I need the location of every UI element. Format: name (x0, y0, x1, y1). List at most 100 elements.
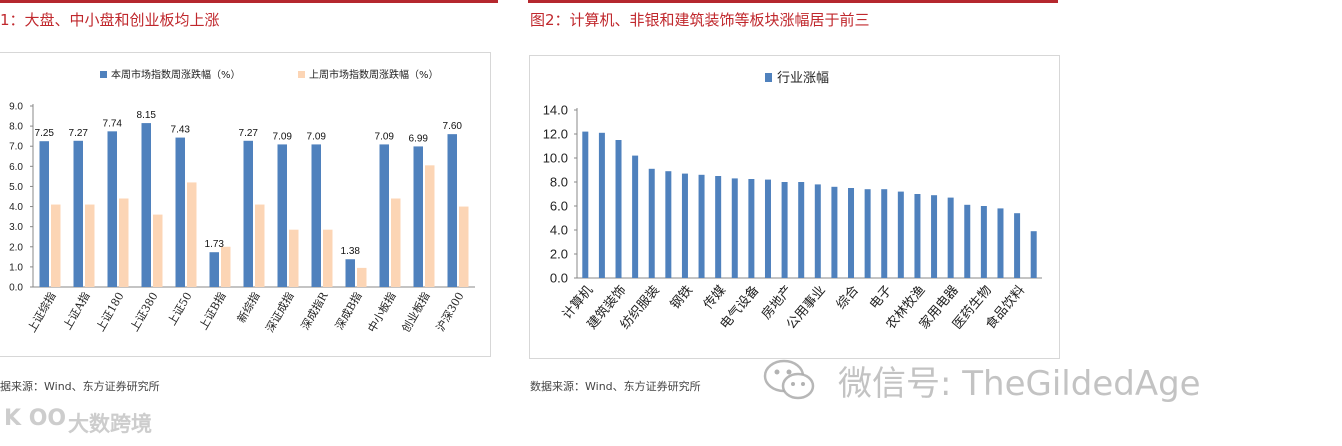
data-label: 7.27 (69, 128, 89, 139)
industry-bar (798, 182, 805, 278)
x-category-label: 电子 (867, 283, 895, 313)
y-tick-label: 6.0 (550, 199, 568, 214)
y-tick-label: 4.0 (550, 223, 568, 238)
legend-swatch-this-week (100, 71, 107, 78)
data-label: 7.25 (35, 128, 55, 139)
title-rule-left (0, 0, 498, 3)
brand-watermark: K OO 大数跨境 (4, 404, 204, 444)
bar-this-week (277, 144, 287, 287)
bar-this-week (39, 141, 49, 287)
bar-last-week (289, 229, 299, 287)
industry-bar (814, 184, 821, 278)
industry-bar (731, 178, 738, 278)
industry-bar (897, 191, 904, 278)
bar-this-week (413, 146, 423, 287)
y-tick-label: 9.0 (9, 102, 23, 113)
source-note-left: 据来源：Wind、东方证券研究所 (0, 380, 160, 393)
y-tick-label: 8.0 (9, 122, 23, 133)
source-note-right: 数据来源：Wind、东方证券研究所 (530, 380, 701, 393)
bar-this-week (209, 252, 219, 287)
legend-label-industry: 行业涨幅 (777, 71, 829, 86)
y-tick-label: 8.0 (550, 175, 568, 190)
industry-bar (615, 140, 622, 278)
industry-bar (1014, 213, 1021, 278)
industry-bar (764, 179, 771, 278)
bar-this-week (175, 137, 185, 287)
bar-last-week (119, 198, 129, 287)
industry-bar (980, 206, 987, 278)
y-tick-label: 6.0 (9, 162, 23, 173)
bar-this-week (107, 131, 117, 287)
bar-last-week (425, 165, 435, 287)
bar-this-week (379, 144, 389, 287)
data-label: 6.99 (409, 133, 429, 144)
data-label: 1.38 (341, 246, 361, 257)
x-category-label: 钢铁 (668, 283, 696, 313)
industry-bar (698, 174, 705, 278)
legend-swatch-industry (765, 73, 772, 82)
industry-bar (964, 204, 971, 278)
industry-bar (831, 186, 838, 278)
bar-this-week (243, 140, 253, 287)
legend-label-this-week: 本周市场指数周涨跌幅（%） (111, 68, 241, 81)
bar-last-week (187, 182, 197, 287)
data-label: 7.09 (307, 131, 327, 142)
title-rule-right (528, 0, 1058, 3)
y-tick-label: 0.0 (9, 283, 23, 294)
y-tick-label: 14.0 (543, 103, 568, 118)
brand-logo: K OO (4, 406, 67, 431)
bar-this-week (141, 123, 151, 287)
bar-last-week (51, 204, 61, 287)
industry-bar (648, 168, 655, 278)
industry-bar (665, 171, 672, 278)
industry-bar (997, 208, 1004, 278)
industry-bar (715, 176, 722, 278)
data-label: 7.09 (375, 131, 395, 142)
industry-bar (848, 188, 855, 278)
industry-bar (748, 179, 755, 278)
legend-label-last-week: 上周市场指数周涨跌幅（%） (309, 68, 439, 81)
data-label: 7.09 (273, 131, 293, 142)
data-label: 8.15 (137, 110, 157, 121)
bar-this-week (73, 140, 83, 287)
industry-bar (681, 173, 688, 278)
wechat-icon (763, 359, 815, 400)
industry-bar (781, 182, 788, 278)
data-label: 7.27 (239, 128, 259, 139)
y-tick-label: 4.0 (9, 202, 23, 213)
industry-bar (881, 189, 888, 278)
y-tick-label: 12.0 (543, 127, 568, 142)
y-tick-label: 7.0 (9, 142, 23, 153)
chart-title-right: 图2：计算机、非银和建筑装饰等板块涨幅居于前三 (530, 11, 870, 29)
chart-title-left: 1：大盘、中小盘和创业板均上涨 (0, 11, 220, 29)
y-tick-label: 2.0 (9, 242, 23, 253)
bar-last-week (221, 246, 231, 287)
y-tick-label: 2.0 (550, 247, 568, 262)
bar-last-week (255, 204, 265, 287)
bar-this-week (311, 144, 321, 287)
y-tick-label: 10.0 (543, 151, 568, 166)
bar-last-week (153, 214, 163, 287)
data-label: 7.60 (443, 121, 463, 132)
industry-bar (632, 155, 639, 278)
legend-swatch-last-week (298, 71, 305, 78)
x-category-label: 综合 (834, 283, 862, 313)
bar-last-week (85, 204, 95, 287)
bar-last-week (357, 267, 367, 287)
data-label: 7.74 (103, 118, 123, 129)
industry-bar (864, 189, 871, 278)
industry-bar (931, 195, 938, 278)
bar-last-week (459, 206, 469, 287)
bar-last-week (391, 198, 401, 287)
data-label: 7.43 (171, 125, 191, 136)
chart-left: 0.01.02.03.04.05.06.07.08.09.07.25上证综指7.… (9, 68, 475, 335)
wechat-watermark: 微信号: TheGildedAge (762, 352, 1322, 408)
y-tick-label: 5.0 (9, 182, 23, 193)
bar-this-week (345, 259, 355, 287)
bar-last-week (323, 229, 333, 287)
x-category-label: 传媒 (701, 283, 729, 313)
y-tick-label: 3.0 (9, 222, 23, 233)
industry-bar (947, 197, 954, 278)
wechat-id-text: 微信号: TheGildedAge (838, 364, 1201, 404)
